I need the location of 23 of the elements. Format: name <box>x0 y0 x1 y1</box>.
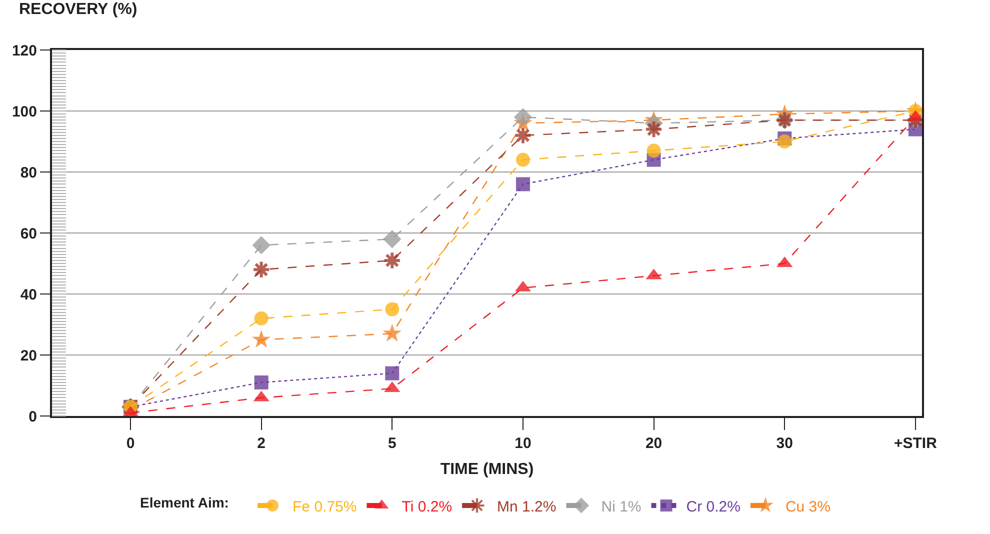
x-tick-label: 0 <box>126 435 135 452</box>
y-tick-label: 100 <box>12 103 37 120</box>
legend-label: Ni 1% <box>601 498 642 516</box>
x-tick-label: 10 <box>514 435 532 452</box>
legend-label: Cr 0.2% <box>686 498 740 516</box>
y-tick-label: 0 <box>28 408 37 426</box>
x-tick-label: 2 <box>257 435 266 452</box>
x-tick-label: 30 <box>776 435 793 452</box>
legend-label: Mn 1.2% <box>497 498 556 516</box>
y-axis-title: RECOVERY (%) <box>19 1 138 18</box>
legend-title: Element Aim: <box>140 494 229 510</box>
x-tick-label: +STIR <box>894 435 938 452</box>
legend-label: Cu 3% <box>785 498 830 516</box>
y-tick-label: 20 <box>20 347 37 364</box>
x-tick-label: 5 <box>388 435 396 452</box>
y-tick-label: 80 <box>20 164 37 182</box>
legend-label: Ti 0.2% <box>402 498 452 516</box>
y-tick-label: 60 <box>20 225 37 242</box>
x-tick-label: 20 <box>645 435 662 452</box>
y-tick-label: 40 <box>20 286 37 304</box>
legend-label: Fe 0.75% <box>292 498 357 516</box>
x-axis-title: TIME (MINS) <box>440 461 534 478</box>
y-tick-label: 120 <box>12 42 37 60</box>
